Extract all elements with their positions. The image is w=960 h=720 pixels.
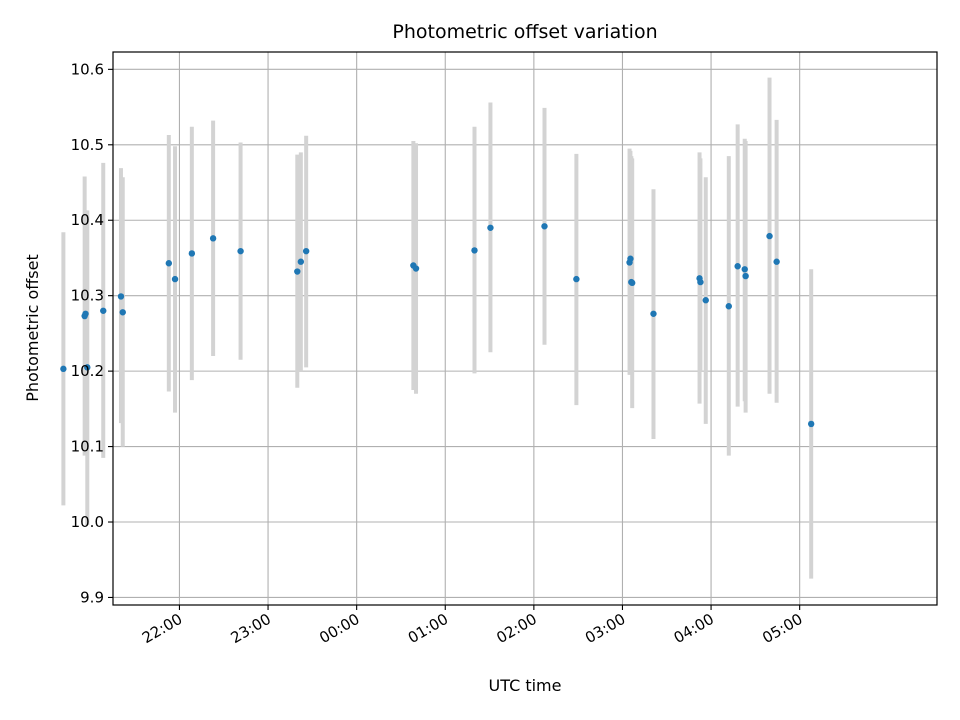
data-point — [171, 275, 179, 283]
data-point — [773, 258, 780, 265]
data-point — [297, 258, 305, 265]
data-point — [487, 224, 494, 231]
data-point — [412, 265, 420, 272]
data-point — [766, 232, 773, 240]
data-point — [209, 235, 217, 242]
grid — [113, 52, 937, 605]
x-axis-title: UTC time — [489, 676, 562, 695]
data-point — [627, 255, 634, 262]
data-point — [188, 250, 196, 257]
y-axis-ticks: 9.9 10.0 10.1 10.2 10.3 10.4 10.5 10.6 — [71, 60, 113, 606]
y-axis-title: Photometric offset — [23, 254, 42, 402]
y-tick-label: 10.6 — [71, 60, 104, 78]
data-point — [741, 266, 748, 273]
y-tick-label: 10.4 — [71, 211, 104, 229]
y-tick-label: 9.9 — [80, 588, 104, 606]
data-point — [725, 303, 732, 310]
data-point — [119, 309, 126, 316]
data-point — [294, 268, 301, 275]
data-point — [650, 310, 657, 317]
data-point — [100, 307, 107, 314]
data-point — [702, 297, 709, 304]
data-point — [237, 247, 244, 255]
data-point — [165, 260, 173, 267]
y-tick-label: 10.1 — [71, 438, 104, 456]
data-point — [302, 247, 310, 255]
data-point — [117, 293, 125, 300]
data-point — [60, 365, 67, 373]
data-point — [573, 275, 580, 283]
y-tick-label: 10.5 — [71, 136, 104, 154]
chart-title: Photometric offset variation — [392, 21, 657, 43]
y-tick-label: 10.3 — [71, 287, 104, 305]
data-point — [742, 272, 749, 280]
y-tick-label: 10.2 — [71, 362, 104, 380]
data-point — [82, 310, 89, 317]
data-point — [807, 420, 815, 428]
data-point — [629, 279, 636, 287]
data-point — [84, 364, 91, 371]
data-point — [734, 263, 741, 270]
data-point — [541, 223, 548, 230]
plot-frame — [112, 51, 938, 606]
data-point — [471, 247, 478, 254]
data-point — [697, 278, 704, 286]
y-tick-label: 10.0 — [71, 513, 104, 531]
data-points — [60, 223, 815, 428]
